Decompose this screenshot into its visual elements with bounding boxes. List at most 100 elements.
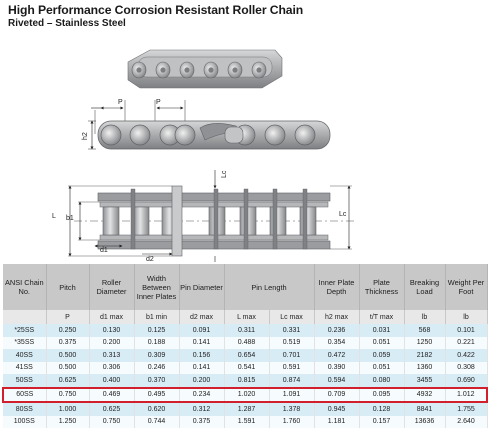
table-cell: 40SS [3,349,47,362]
table-cell: 0.188 [134,336,180,349]
table-cell: 0.375 [46,336,90,349]
chain-side-view: P P h2 [82,99,331,150]
table-cell: 3455 [404,374,446,388]
table-cell: 0.313 [89,349,135,362]
table-cell: 0.422 [445,349,488,362]
col-header-inner-plate-depth: Inner Plate Depth [314,264,360,310]
table-body: *25SS 0.250 0.130 0.125 0.091 0.311 0.33… [2,324,488,428]
table-cell: 1.760 [269,415,315,428]
table-cell: 0.308 [445,361,488,374]
dim-label-lc-top: Lc [221,170,228,178]
table-cell: 0.250 [46,324,90,337]
table-cell: 41SS [3,361,47,374]
table-cell: 1.000 [46,402,90,416]
table-cell: 8841 [404,402,446,416]
table-cell: 0.750 [89,415,135,428]
col-header-pin-diameter: Pin Diameter [179,264,225,310]
table-units-row: P d1 max b1 min d2 max L max Lc max h2 m… [3,310,488,324]
table-cell: 1.250 [46,415,90,428]
chain-top-view: L b1 Lc Lc d1 d2 [52,170,356,262]
table-cell: 0.469 [89,386,135,403]
table-cell: 80SS [3,402,47,416]
chain-spec-table: ANSI Chain No. Pitch Roller Diameter Wid… [2,264,488,428]
table-cell: 0.591 [269,361,315,374]
table-cell: 0.130 [89,324,135,337]
chain-photo [127,49,283,89]
dim-label-p2: P [156,99,161,106]
unit-cell: lb [445,310,488,324]
table-cell: 0.157 [359,415,405,428]
col-header-pin-length: Pin Length [224,264,315,310]
page-subtitle: Riveted – Stainless Steel [8,18,126,29]
table-cell: 1250 [404,336,446,349]
table-cell: 0.246 [134,361,180,374]
table-cell: 0.051 [359,361,405,374]
table-cell: 50SS [3,374,47,388]
table-cell: 0.690 [445,374,488,388]
table-cell: 0.080 [359,374,405,388]
col-header-pitch: Pitch [46,264,90,310]
dim-label-p1: P [118,99,123,106]
col-header-width-inner-plates: Width Between Inner Plates [134,264,180,310]
table-cell: 568 [404,324,446,337]
table-cell: 0.091 [179,324,225,337]
table-cell: 1.378 [269,402,315,416]
table-cell: 60SS [2,386,47,403]
table-row: 50SS 0.625 0.400 0.370 0.200 0.815 0.874… [3,374,488,388]
table-cell: 0.594 [314,374,360,388]
unit-cell: Lc max [269,310,315,324]
table-cell: 13636 [404,415,446,428]
table-cell: 0.541 [224,361,270,374]
table-cell: 0.311 [224,324,270,337]
col-header-breaking-load: Breaking Load [404,264,446,310]
table-cell: 0.744 [134,415,180,428]
unit-cell: h2 max [314,310,360,324]
table-cell: 0.141 [179,336,225,349]
page-title: High Performance Corrosion Resistant Rol… [8,3,304,17]
table-cell: 0.750 [46,386,90,403]
table-cell: 100SS [3,415,47,428]
table-cell: 0.051 [359,336,405,349]
table-cell: *25SS [3,324,47,337]
table-cell: 2.640 [445,415,488,428]
table-cell: 0.200 [179,374,225,388]
unit-cell: d2 max [179,310,225,324]
table-cell: 0.400 [89,374,135,388]
unit-cell: t/T max [359,310,405,324]
table-cell: 0.306 [89,361,135,374]
table-cell: 0.495 [134,386,180,403]
table-cell: 1.020 [224,386,270,403]
table-cell: 1.181 [314,415,360,428]
table-cell: 0.236 [314,324,360,337]
table-cell: 2182 [404,349,446,362]
table-row: 40SS 0.500 0.313 0.309 0.156 0.654 0.701… [3,349,488,362]
table-row: 80SS 1.000 0.625 0.620 0.312 1.287 1.378… [3,402,488,416]
unit-cell: lb [404,310,446,324]
table-cell: 0.390 [314,361,360,374]
table-cell: 0.625 [46,374,90,388]
table-cell: 0.874 [269,374,315,388]
table-row: *25SS 0.250 0.130 0.125 0.091 0.311 0.33… [3,324,488,337]
table-cell: 0.125 [134,324,180,337]
table-row-highlighted: 60SS 0.750 0.469 0.495 0.234 1.020 1.091… [2,386,488,403]
table-cell: 0.519 [269,336,315,349]
table-cell: 1.591 [224,415,270,428]
col-header-weight-per-foot: Weight Per Foot [445,264,488,310]
table-cell: 4932 [404,386,446,403]
table-cell: 0.101 [445,324,488,337]
table-cell: 0.141 [179,361,225,374]
table-cell: 1.091 [269,386,315,403]
table-cell: 0.331 [269,324,315,337]
table-cell: 0.128 [359,402,405,416]
unit-cell: b1 min [134,310,180,324]
dim-label-d2: d2 [146,256,154,262]
table-cell: 0.095 [359,386,405,403]
table-cell: 0.625 [89,402,135,416]
table-cell: 0.488 [224,336,270,349]
dim-label-h2: h2 [82,132,89,140]
col-header-chain-no: ANSI Chain No. [3,264,47,310]
table-cell: 0.221 [445,336,488,349]
table-row: 41SS 0.500 0.306 0.246 0.141 0.541 0.591… [3,361,488,374]
table-row: *35SS 0.375 0.200 0.188 0.141 0.488 0.51… [3,336,488,349]
unit-cell [3,310,47,324]
